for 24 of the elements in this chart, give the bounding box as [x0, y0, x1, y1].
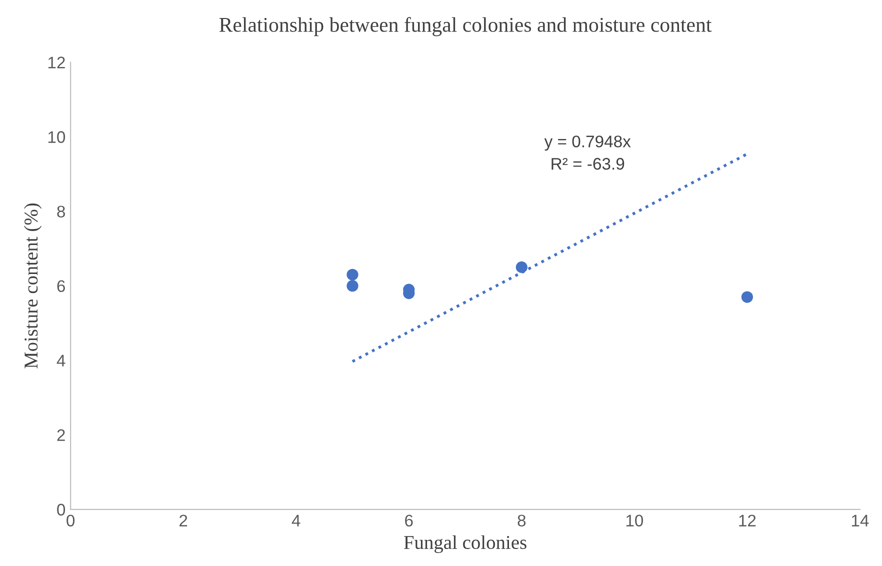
x-tick-label: 6 — [405, 514, 413, 527]
y-tick-label: 10 — [48, 131, 66, 143]
point — [346, 268, 358, 280]
x-axis-title: Fungal colonies — [404, 535, 526, 554]
x-tick-label: 4 — [292, 514, 300, 526]
point — [741, 291, 753, 303]
x-tick-label: 12 — [739, 514, 756, 526]
annotation: y = 0.7948x — [544, 136, 631, 151]
x-tick-label: 14 — [852, 514, 869, 526]
x-tick-label: 10 — [626, 514, 644, 527]
y-tick-label: 2 — [57, 429, 65, 441]
y-tick-label: 4 — [56, 354, 66, 366]
x-tick-label: 0 — [66, 514, 75, 527]
y-tick-label: 8 — [57, 206, 65, 218]
x-tick-label: 2 — [180, 514, 188, 526]
y-axis-title: Moisture content (%) — [24, 204, 42, 368]
point — [516, 261, 528, 274]
y-tick-label: 6 — [57, 280, 65, 292]
annotation: R² = -63.9 — [552, 158, 624, 170]
point — [346, 280, 358, 292]
chart-title: Relationship between fungal colonies and moisture content — [219, 17, 712, 36]
y-tick-label: 0 — [57, 504, 66, 516]
y-tick-label: 12 — [48, 56, 65, 68]
x-tick-label: 8 — [518, 514, 526, 527]
